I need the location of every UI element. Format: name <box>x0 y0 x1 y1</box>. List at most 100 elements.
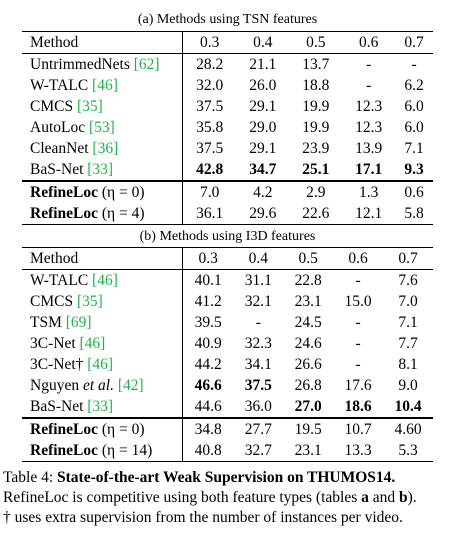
method: RefineLoc <box>30 442 99 459</box>
header-cell: 0.7 <box>383 247 433 270</box>
caption-label: Table 4: <box>3 469 54 486</box>
caption-text: RefineLoc is competitive using both feat… <box>3 489 358 506</box>
value-cell: 34.7 <box>249 161 277 178</box>
table-caption: (a) Methods using TSN features <box>137 12 318 27</box>
method: 3C-Net <box>30 335 76 352</box>
value-cell: 17.1 <box>355 161 383 178</box>
method-cell: RefineLoc (η = 0) <box>22 417 183 440</box>
citation: [46] <box>92 272 118 289</box>
value-cell: 42.8 <box>196 161 224 178</box>
value-cell: 18.6 <box>344 398 372 415</box>
caption-title: State-of-the-art Weak Supervision on THU… <box>57 469 396 486</box>
value-cell: - <box>355 314 361 331</box>
method: BaS-Net <box>30 398 84 415</box>
value-cell: 12.1 <box>342 203 396 225</box>
method-cell: RefineLoc (η = 14) <box>22 440 183 462</box>
value-cell: 23.9 <box>302 140 330 157</box>
method: UntrimmedNets <box>30 56 130 73</box>
row: CMCS [35] 41.2 32.1 23.1 15.0 7.0 <box>22 291 433 312</box>
caption: Table 4: State-of-the-art Weak Supervisi… <box>3 468 455 528</box>
method-cell: 3C-Net [46] <box>22 333 183 354</box>
value-cell: 7.0 <box>398 293 418 310</box>
value-cell: 31.1 <box>244 272 272 289</box>
method: W-TALC <box>30 77 89 94</box>
row: 3C-Net [46] 40.9 32.3 24.6 - 7.7 <box>22 333 433 354</box>
header-cell: Method <box>22 31 183 54</box>
citation: [46] <box>92 77 118 94</box>
value-cell: 41.2 <box>194 293 222 310</box>
value-cell: 0.6 <box>395 180 433 203</box>
value-cell: 37.5 <box>244 377 272 394</box>
value-cell: 22.8 <box>294 272 322 289</box>
value-cell: 34.1 <box>244 356 272 373</box>
header-cell: 0.5 <box>289 31 343 54</box>
value-cell: 21.1 <box>249 56 277 73</box>
value-cell: 12.3 <box>355 119 383 136</box>
value-cell: 40.1 <box>194 272 222 289</box>
header-cell: 0.6 <box>333 247 384 270</box>
method: CMCS <box>30 293 74 310</box>
row: CMCS [35] 37.5 29.1 19.9 12.3 6.0 <box>22 96 433 117</box>
value-cell: - <box>355 335 361 352</box>
value-cell: 6.2 <box>404 77 424 94</box>
method: RefineLoc <box>30 184 99 201</box>
method-cell: CleanNet [36] <box>22 138 183 159</box>
method-cell: RefineLoc (η = 4) <box>22 203 183 225</box>
value-cell: 36.1 <box>182 203 237 225</box>
method-cell: UntrimmedNets [62] <box>22 53 183 75</box>
value-cell: - <box>411 56 417 73</box>
row: BaS-Net [33] 42.8 34.7 25.1 17.1 9.3 <box>22 159 433 181</box>
header-cell: 0.6 <box>342 31 396 54</box>
value-cell: 9.0 <box>398 377 418 394</box>
value-cell: 7.1 <box>404 140 424 157</box>
method-etal: et al. <box>82 377 114 394</box>
table: Method 0.3 0.4 0.5 0.6 0.7 W-TALC [46] 40.1 31.1… <box>22 247 433 462</box>
value-cell: 19.9 <box>302 119 330 136</box>
method: Nguyen <box>30 377 80 394</box>
row: RefineLoc (η = 0) 7.0 4.2 2.9 1.3 0.6 <box>22 180 433 203</box>
row: W-TALC [46] 32.0 26.0 18.8 - 6.2 <box>22 75 433 96</box>
method: 3C-Net† <box>30 356 84 373</box>
citation: [33] <box>87 161 114 178</box>
method-cell: W-TALC [46] <box>22 269 183 291</box>
method-cell: Nguyen et al. [42] <box>22 375 183 396</box>
value-cell: 7.6 <box>398 272 418 289</box>
value-cell: - <box>366 77 372 94</box>
header-cell: Method <box>22 247 183 270</box>
value-cell: 19.5 <box>283 417 334 440</box>
value-cell: 10.7 <box>333 417 384 440</box>
value-cell: 28.2 <box>196 56 224 73</box>
value-cell: 7.7 <box>398 335 418 352</box>
value-cell: 6.0 <box>404 119 424 136</box>
method-cell: 3C-Net† [46] <box>22 354 183 375</box>
method: CMCS <box>30 98 74 115</box>
value-cell: 15.0 <box>344 293 372 310</box>
row: RefineLoc (η = 0) 34.8 27.7 19.5 10.7 4.60 <box>22 417 433 440</box>
citation: [33] <box>87 398 114 415</box>
row: RefineLoc (η = 4) 36.1 29.6 22.6 12.1 5.8 <box>22 203 433 225</box>
value-cell: 44.6 <box>194 398 222 415</box>
value-cell: 29.0 <box>249 119 277 136</box>
value-cell: 5.8 <box>395 203 433 225</box>
row: W-TALC [46] 40.1 31.1 22.8 - 7.6 <box>22 269 433 291</box>
value-cell: 32.0 <box>196 77 224 94</box>
method-variant: (η = 4) <box>101 205 145 222</box>
value-cell: 23.1 <box>294 293 322 310</box>
value-cell: 13.3 <box>333 440 384 462</box>
method-cell: BaS-Net [33] <box>22 396 183 418</box>
value-cell: 13.7 <box>302 56 330 73</box>
value-cell: 26.8 <box>294 377 322 394</box>
value-cell: 29.1 <box>249 140 277 157</box>
citation: [53] <box>88 119 115 136</box>
method: BaS-Net <box>30 161 84 178</box>
table-caption: (b) Methods using I3D features <box>139 229 316 244</box>
header-cell: 0.3 <box>182 247 234 270</box>
value-cell: - <box>355 356 361 373</box>
method: AutoLoc <box>30 119 86 136</box>
value-cell: 37.5 <box>196 140 224 157</box>
value-cell: 1.3 <box>342 180 396 203</box>
caption-text: and <box>372 489 396 506</box>
method-variant: (η = 0) <box>101 421 145 438</box>
method: RefineLoc <box>30 421 99 438</box>
